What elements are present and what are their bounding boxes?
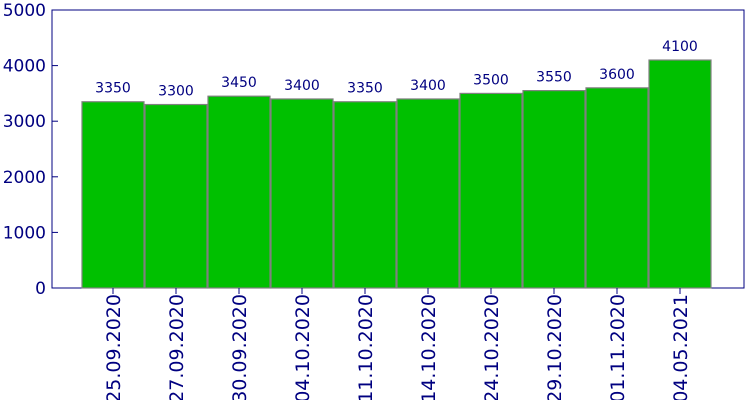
- category-label: 11.10.2020: [355, 294, 377, 400]
- bar: [459, 92, 523, 289]
- bar: [648, 59, 712, 289]
- category-label: 04.05.2021: [670, 294, 692, 400]
- category-label: 29.10.2020: [544, 294, 566, 400]
- y-tick-label: 3000: [3, 112, 46, 132]
- y-tick-label: 0: [35, 279, 46, 299]
- data-labels: 3350 3300 3450 3400 3350 3400 3500 3550 3600 4100: [95, 39, 698, 99]
- bar: [81, 101, 145, 289]
- category-label: 24.10.2020: [481, 294, 503, 400]
- data-label: 3500: [473, 72, 509, 88]
- category-label: 14.10.2020: [418, 294, 440, 400]
- bar: [585, 87, 649, 289]
- data-label: 3350: [347, 81, 383, 97]
- bar: [207, 95, 271, 289]
- y-tick-label: 4000: [3, 57, 46, 77]
- bar: [270, 98, 334, 289]
- data-label: 3300: [158, 84, 194, 100]
- y-tick-label: 2000: [3, 168, 46, 188]
- bar: [522, 90, 586, 289]
- bar: [144, 103, 208, 289]
- category-label: 04.10.2020: [292, 294, 314, 400]
- y-axis: 0 1000 2000 3000 4000 5000: [3, 1, 58, 299]
- category-label: 25.09.2020: [103, 294, 125, 400]
- category-label: 01.11.2020: [607, 294, 629, 400]
- bar-series: [81, 59, 712, 289]
- data-label: 3450: [221, 75, 257, 91]
- category-label: 27.09.2020: [166, 294, 188, 400]
- data-label: 3550: [536, 70, 572, 86]
- bar: [333, 101, 397, 289]
- data-label: 4100: [662, 39, 698, 55]
- x-axis: 25.09.2020 27.09.2020 30.09.2020 04.10.2020…: [103, 288, 692, 400]
- data-label: 3400: [410, 78, 446, 94]
- y-tick-label: 5000: [3, 1, 46, 21]
- data-label: 3600: [599, 67, 635, 83]
- bar: [396, 98, 460, 289]
- data-label: 3400: [284, 78, 320, 94]
- category-label: 30.09.2020: [229, 294, 251, 400]
- y-tick-label: 1000: [3, 223, 46, 243]
- data-label: 3350: [95, 81, 131, 97]
